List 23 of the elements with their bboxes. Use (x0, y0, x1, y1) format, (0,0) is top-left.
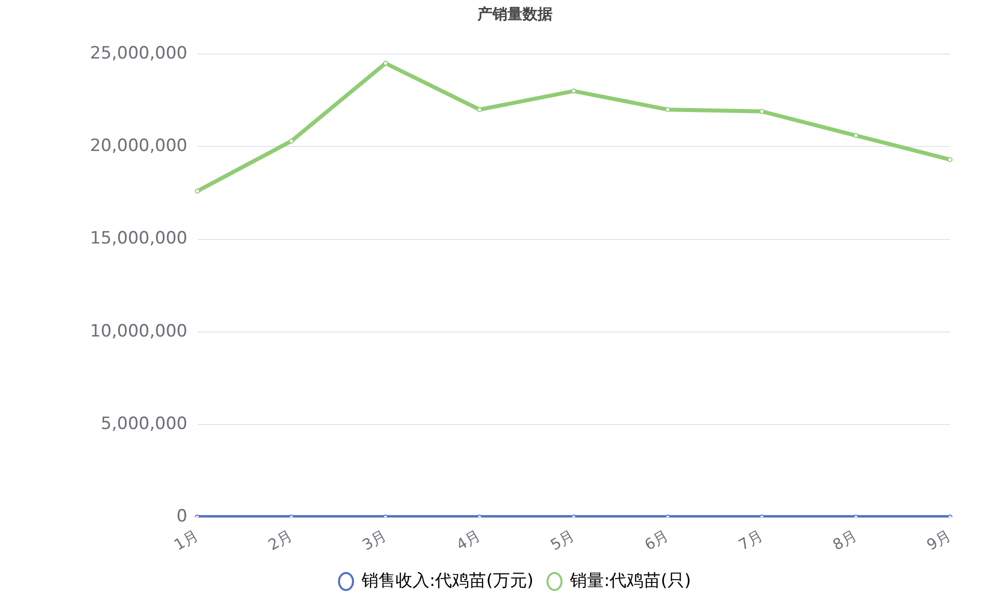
y-tick-label: 15,000,000 (90, 228, 188, 249)
y-tick-label: 25,000,000 (90, 43, 188, 64)
x-tick-label: 4月 (453, 526, 484, 554)
y-tick-label: 10,000,000 (90, 321, 188, 342)
y-tick-label: 20,000,000 (90, 136, 188, 156)
point (948, 157, 952, 162)
point (288, 138, 294, 144)
x-tick-label: 2月 (265, 526, 296, 554)
legend-label: 销售收入:代鸡苗(万元) (360, 570, 534, 591)
point (665, 107, 670, 112)
chart-title: 产销量数据 (476, 4, 552, 23)
legend-label: 销量:代鸡苗(只) (569, 570, 691, 591)
x-tick-label: 3月 (359, 526, 390, 554)
point (383, 60, 388, 66)
point (194, 188, 200, 194)
x-tick-label: 6月 (641, 526, 672, 554)
x-tick-label: 7月 (736, 526, 766, 554)
x-tick-label: 5月 (547, 526, 578, 554)
x-tick-label: 1月 (171, 526, 202, 554)
x-tick-label: 9月 (924, 526, 954, 554)
y-tick-label: 5,000,000 (100, 414, 188, 434)
y-tick-label: 0 (176, 506, 188, 527)
x-tick-label: 8月 (830, 526, 860, 554)
